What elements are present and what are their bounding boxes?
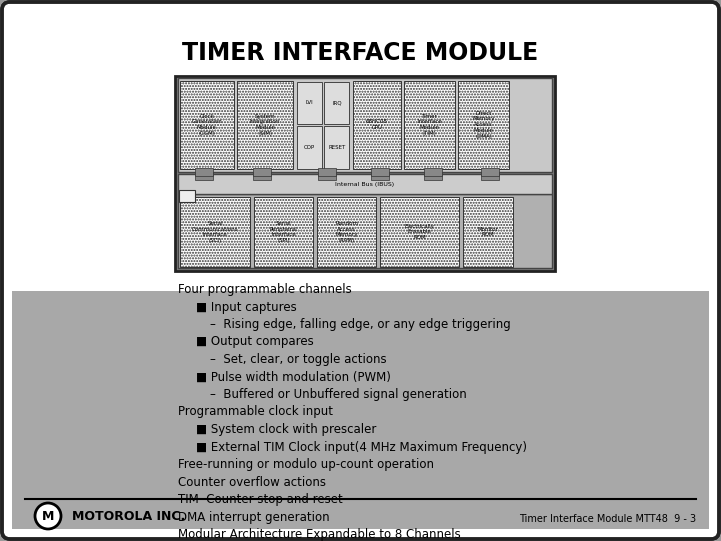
Bar (296, 82, 322, 124)
Text: ■ Input captures: ■ Input captures (196, 300, 297, 313)
Bar (482, 168, 500, 176)
Text: ■ Pulse width modulation (PWM): ■ Pulse width modulation (PWM) (196, 371, 391, 384)
Text: –  Set, clear, or toggle actions: – Set, clear, or toggle actions (210, 353, 386, 366)
Text: ■ Output compares: ■ Output compares (196, 335, 314, 348)
Bar (425, 168, 443, 176)
Bar (353, 81, 401, 168)
Bar (404, 81, 455, 168)
Text: M: M (42, 510, 54, 523)
Bar (180, 81, 234, 168)
Bar (175, 76, 555, 271)
Bar (380, 197, 459, 267)
Bar (371, 168, 389, 176)
Text: Timer
Interface
Module
(TIM): Timer Interface Module (TIM) (417, 114, 442, 136)
Bar (296, 127, 322, 168)
Text: MOTOROLA INC.: MOTOROLA INC. (72, 510, 185, 523)
Text: Free-running or modulo up-count operation: Free-running or modulo up-count operatio… (178, 458, 434, 471)
Text: Clock
Generation
Module
(CGM): Clock Generation Module (CGM) (192, 114, 222, 136)
Text: Internal Bus (IBUS): Internal Bus (IBUS) (335, 182, 394, 187)
Text: Random
Access
Memory
(RAM): Random Access Memory (RAM) (335, 221, 358, 243)
Text: Modular Architecture Expandable to 8 Channels: Modular Architecture Expandable to 8 Cha… (178, 528, 461, 541)
Text: Four programmable channels: Four programmable channels (178, 283, 352, 296)
Text: Programmable clock input: Programmable clock input (178, 406, 333, 419)
Text: Monitor
ROM: Monitor ROM (477, 227, 498, 237)
Text: 68HC08
CPU: 68HC08 CPU (366, 120, 388, 130)
Bar (324, 127, 350, 168)
Bar (237, 81, 293, 168)
Text: ■ External TIM Clock input(4 MHz Maximum Frequency): ■ External TIM Clock input(4 MHz Maximum… (196, 440, 527, 453)
Text: DMA interrupt generation: DMA interrupt generation (178, 511, 329, 524)
Text: Counter overflow actions: Counter overflow actions (178, 476, 326, 489)
Circle shape (35, 503, 61, 529)
Bar (195, 171, 213, 180)
Text: Direct
Memory
Access
Module
(DMA): Direct Memory Access Module (DMA) (472, 111, 495, 139)
Bar (179, 190, 195, 202)
Bar (178, 78, 552, 171)
Bar (254, 197, 313, 267)
Text: Timer Interface Module MTT48  9 - 3: Timer Interface Module MTT48 9 - 3 (519, 514, 696, 524)
Text: TIM  Counter stop and reset: TIM Counter stop and reset (178, 493, 342, 506)
Bar (253, 168, 271, 176)
Bar (178, 194, 552, 268)
Bar (178, 174, 552, 194)
Text: RESET: RESET (328, 145, 345, 150)
Bar (459, 81, 509, 168)
Bar (195, 168, 213, 176)
Bar (324, 82, 350, 124)
Text: Serial
Communications
Interface
(SCI): Serial Communications Interface (SCI) (192, 221, 239, 243)
Text: –  Rising edge, falling edge, or any edge triggering: – Rising edge, falling edge, or any edge… (210, 318, 510, 331)
Bar (180, 197, 250, 267)
Bar (425, 171, 443, 180)
Text: System
Integration
Module
(SIM): System Integration Module (SIM) (250, 114, 280, 136)
Text: Serial
Peripheral
Interface
(SPI): Serial Peripheral Interface (SPI) (270, 221, 298, 243)
Bar (371, 171, 389, 180)
Bar (318, 168, 336, 176)
Bar (482, 171, 500, 180)
Bar (318, 171, 336, 180)
Bar (253, 171, 271, 180)
Bar (463, 197, 513, 267)
Text: ■ System clock with prescaler: ■ System clock with prescaler (196, 423, 376, 436)
Bar (12, 291, 709, 529)
Text: IRQ: IRQ (332, 100, 342, 105)
Bar (317, 197, 376, 267)
Text: Electrically
Erasable
ROM: Electrically Erasable ROM (404, 223, 435, 240)
Text: LVI: LVI (305, 100, 313, 105)
Text: TIMER INTERFACE MODULE: TIMER INTERFACE MODULE (182, 41, 538, 65)
Text: –  Buffered or Unbuffered signal generation: – Buffered or Unbuffered signal generati… (210, 388, 466, 401)
Text: COP: COP (304, 145, 315, 150)
